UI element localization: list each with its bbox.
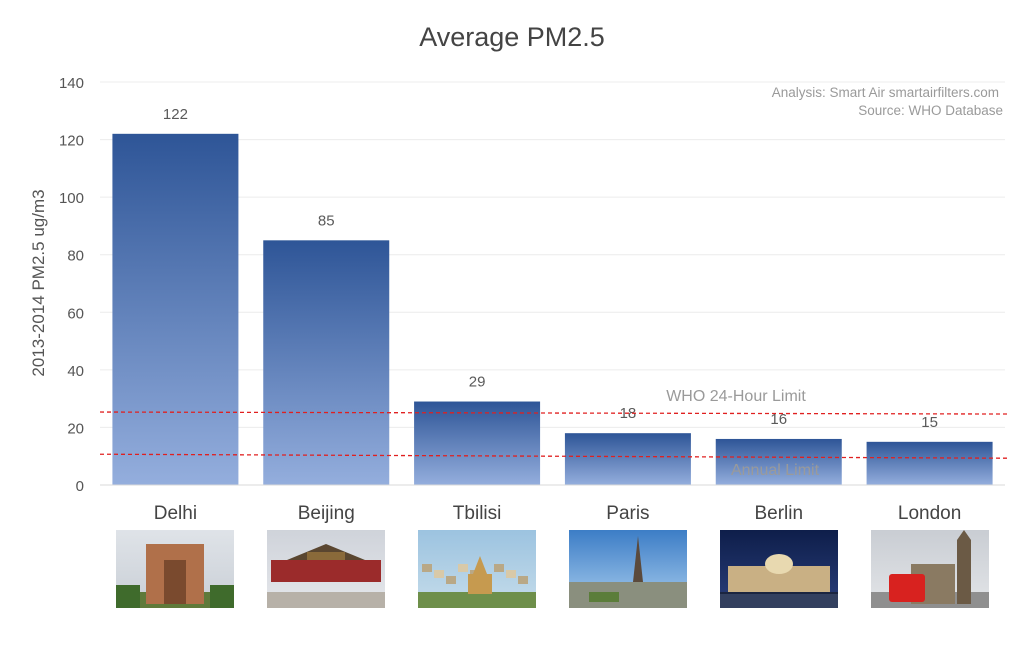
x-tick-label: Tbilisi	[453, 503, 502, 524]
reference-line-label: Annual Limit	[731, 462, 820, 479]
bars	[112, 133, 993, 486]
x-tick-label: Delhi	[154, 503, 197, 524]
x-tick-label: Berlin	[754, 503, 803, 524]
x-axis-category-labels: Delhi Beijing Tbilisi Paris Berlin London	[154, 503, 962, 524]
y-tick-label: 140	[59, 75, 84, 92]
bar-value-label: 29	[469, 374, 486, 391]
bar-value-label: 85	[318, 212, 335, 229]
analysis-note: Analysis: Smart Air smartairfilters.com	[772, 85, 999, 100]
y-axis-label: 2013-2014 PM2.5 ug/m3	[29, 189, 48, 376]
bar-paris	[564, 433, 691, 485]
bar-delhi	[112, 133, 239, 486]
gridlines	[100, 81, 1005, 428]
reichstag-photo	[720, 530, 838, 608]
bar-london	[866, 441, 993, 485]
bar-tbilisi	[414, 401, 541, 485]
bar-value-label: 122	[163, 106, 188, 123]
bar-value-label: 16	[770, 411, 787, 428]
bar-beijing	[263, 240, 390, 485]
y-tick-label: 100	[59, 190, 84, 207]
big-ben-bus-photo	[871, 530, 989, 608]
reference-line	[99, 453, 1009, 459]
tbilisi-cityscape-photo	[418, 530, 536, 608]
bar-berlin	[715, 438, 842, 485]
y-tick-label: 20	[67, 420, 84, 437]
reference-line	[99, 411, 1009, 415]
india-gate-photo	[116, 530, 234, 608]
x-tick-label: Paris	[606, 503, 649, 524]
y-tick-label: 80	[67, 248, 84, 265]
chart-title: Average PM2.5	[419, 22, 605, 52]
y-axis-ticks: 0 20 40 60 80 100 120 140	[59, 75, 84, 495]
y-tick-label: 120	[59, 133, 84, 150]
reference-line-label: WHO 24-Hour Limit	[666, 388, 806, 405]
y-tick-label: 0	[76, 478, 84, 495]
source-note: Source: WHO Database	[858, 103, 1003, 118]
bar-value-label: 15	[921, 414, 938, 431]
x-tick-label: London	[898, 503, 961, 524]
y-tick-label: 60	[67, 305, 84, 322]
forbidden-city-photo	[267, 530, 385, 608]
x-tick-label: Beijing	[298, 503, 355, 524]
y-tick-label: 40	[67, 363, 84, 380]
reference-lines: WHO 24-Hour Limit Annual Limit	[99, 388, 1009, 479]
city-photos	[116, 530, 989, 608]
eiffel-tower-photo	[569, 530, 687, 608]
